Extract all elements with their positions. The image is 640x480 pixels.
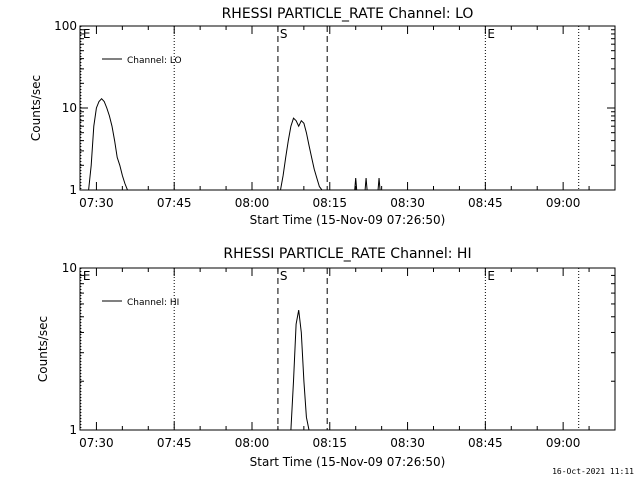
x-tick-label-2: 08:00: [235, 196, 270, 210]
x-tick-label-1: 07:45: [157, 436, 192, 450]
x-tick-label-5: 08:45: [468, 196, 503, 210]
x-tick-label-6: 09:00: [546, 196, 581, 210]
x-tick-label-2: 08:00: [235, 436, 270, 450]
x-tick-label-6: 09:00: [546, 436, 581, 450]
y-tick-label-0: 1: [69, 423, 77, 437]
spike-1: [364, 177, 368, 191]
panel-lo: RHESSI PARTICLE_RATE Channel: LO E S E 1 10 10…: [29, 6, 616, 227]
x-tick-label-3: 08:15: [312, 196, 347, 210]
x-axis-label: Start Time (15-Nov-09 07:26:50): [250, 455, 446, 469]
series-line-0: [290, 310, 310, 431]
x-tick-label-4: 08:30: [390, 436, 425, 450]
panel-hi: RHESSI PARTICLE_RATE Channel: HI E S E 1 10 07…: [36, 246, 616, 469]
y-tick-label-1: 10: [62, 261, 77, 275]
marker-label-2: S: [280, 27, 288, 41]
x-tick-label-0: 07:30: [79, 196, 114, 210]
marker-label-4: E: [487, 27, 495, 41]
x-axis-label: Start Time (15-Nov-09 07:26:50): [250, 213, 446, 227]
x-tick-label-1: 07:45: [157, 196, 192, 210]
footer-date: 16-Oct-2021 11:11: [552, 467, 634, 476]
plot-frame: [79, 25, 616, 191]
spike-0: [354, 177, 358, 191]
chart-title: RHESSI PARTICLE_RATE Channel: LO: [222, 6, 474, 22]
marker-label-0: E: [83, 27, 91, 41]
x-tick-label-4: 08:30: [390, 196, 425, 210]
y-axis-label: Counts/sec: [29, 75, 43, 141]
legend-label: Channel: HI: [127, 298, 179, 308]
y-tick-label-1: 10: [62, 101, 77, 115]
series-line-0: [88, 97, 323, 191]
spike-2: [377, 177, 381, 191]
x-tick-label-0: 07:30: [79, 436, 114, 450]
marker-label-4: E: [487, 269, 495, 283]
plot-frame: [79, 267, 616, 431]
chart-title: RHESSI PARTICLE_RATE Channel: HI: [223, 246, 471, 262]
legend-label: Channel: LO: [127, 56, 182, 66]
marker-label-2: S: [280, 269, 288, 283]
x-tick-label-5: 08:45: [468, 436, 503, 450]
y-axis-label: Counts/sec: [36, 316, 50, 382]
y-tick-label-0: 1: [69, 183, 77, 197]
y-tick-label-2: 100: [54, 19, 77, 33]
x-tick-label-3: 08:15: [312, 436, 347, 450]
marker-label-0: E: [83, 269, 91, 283]
